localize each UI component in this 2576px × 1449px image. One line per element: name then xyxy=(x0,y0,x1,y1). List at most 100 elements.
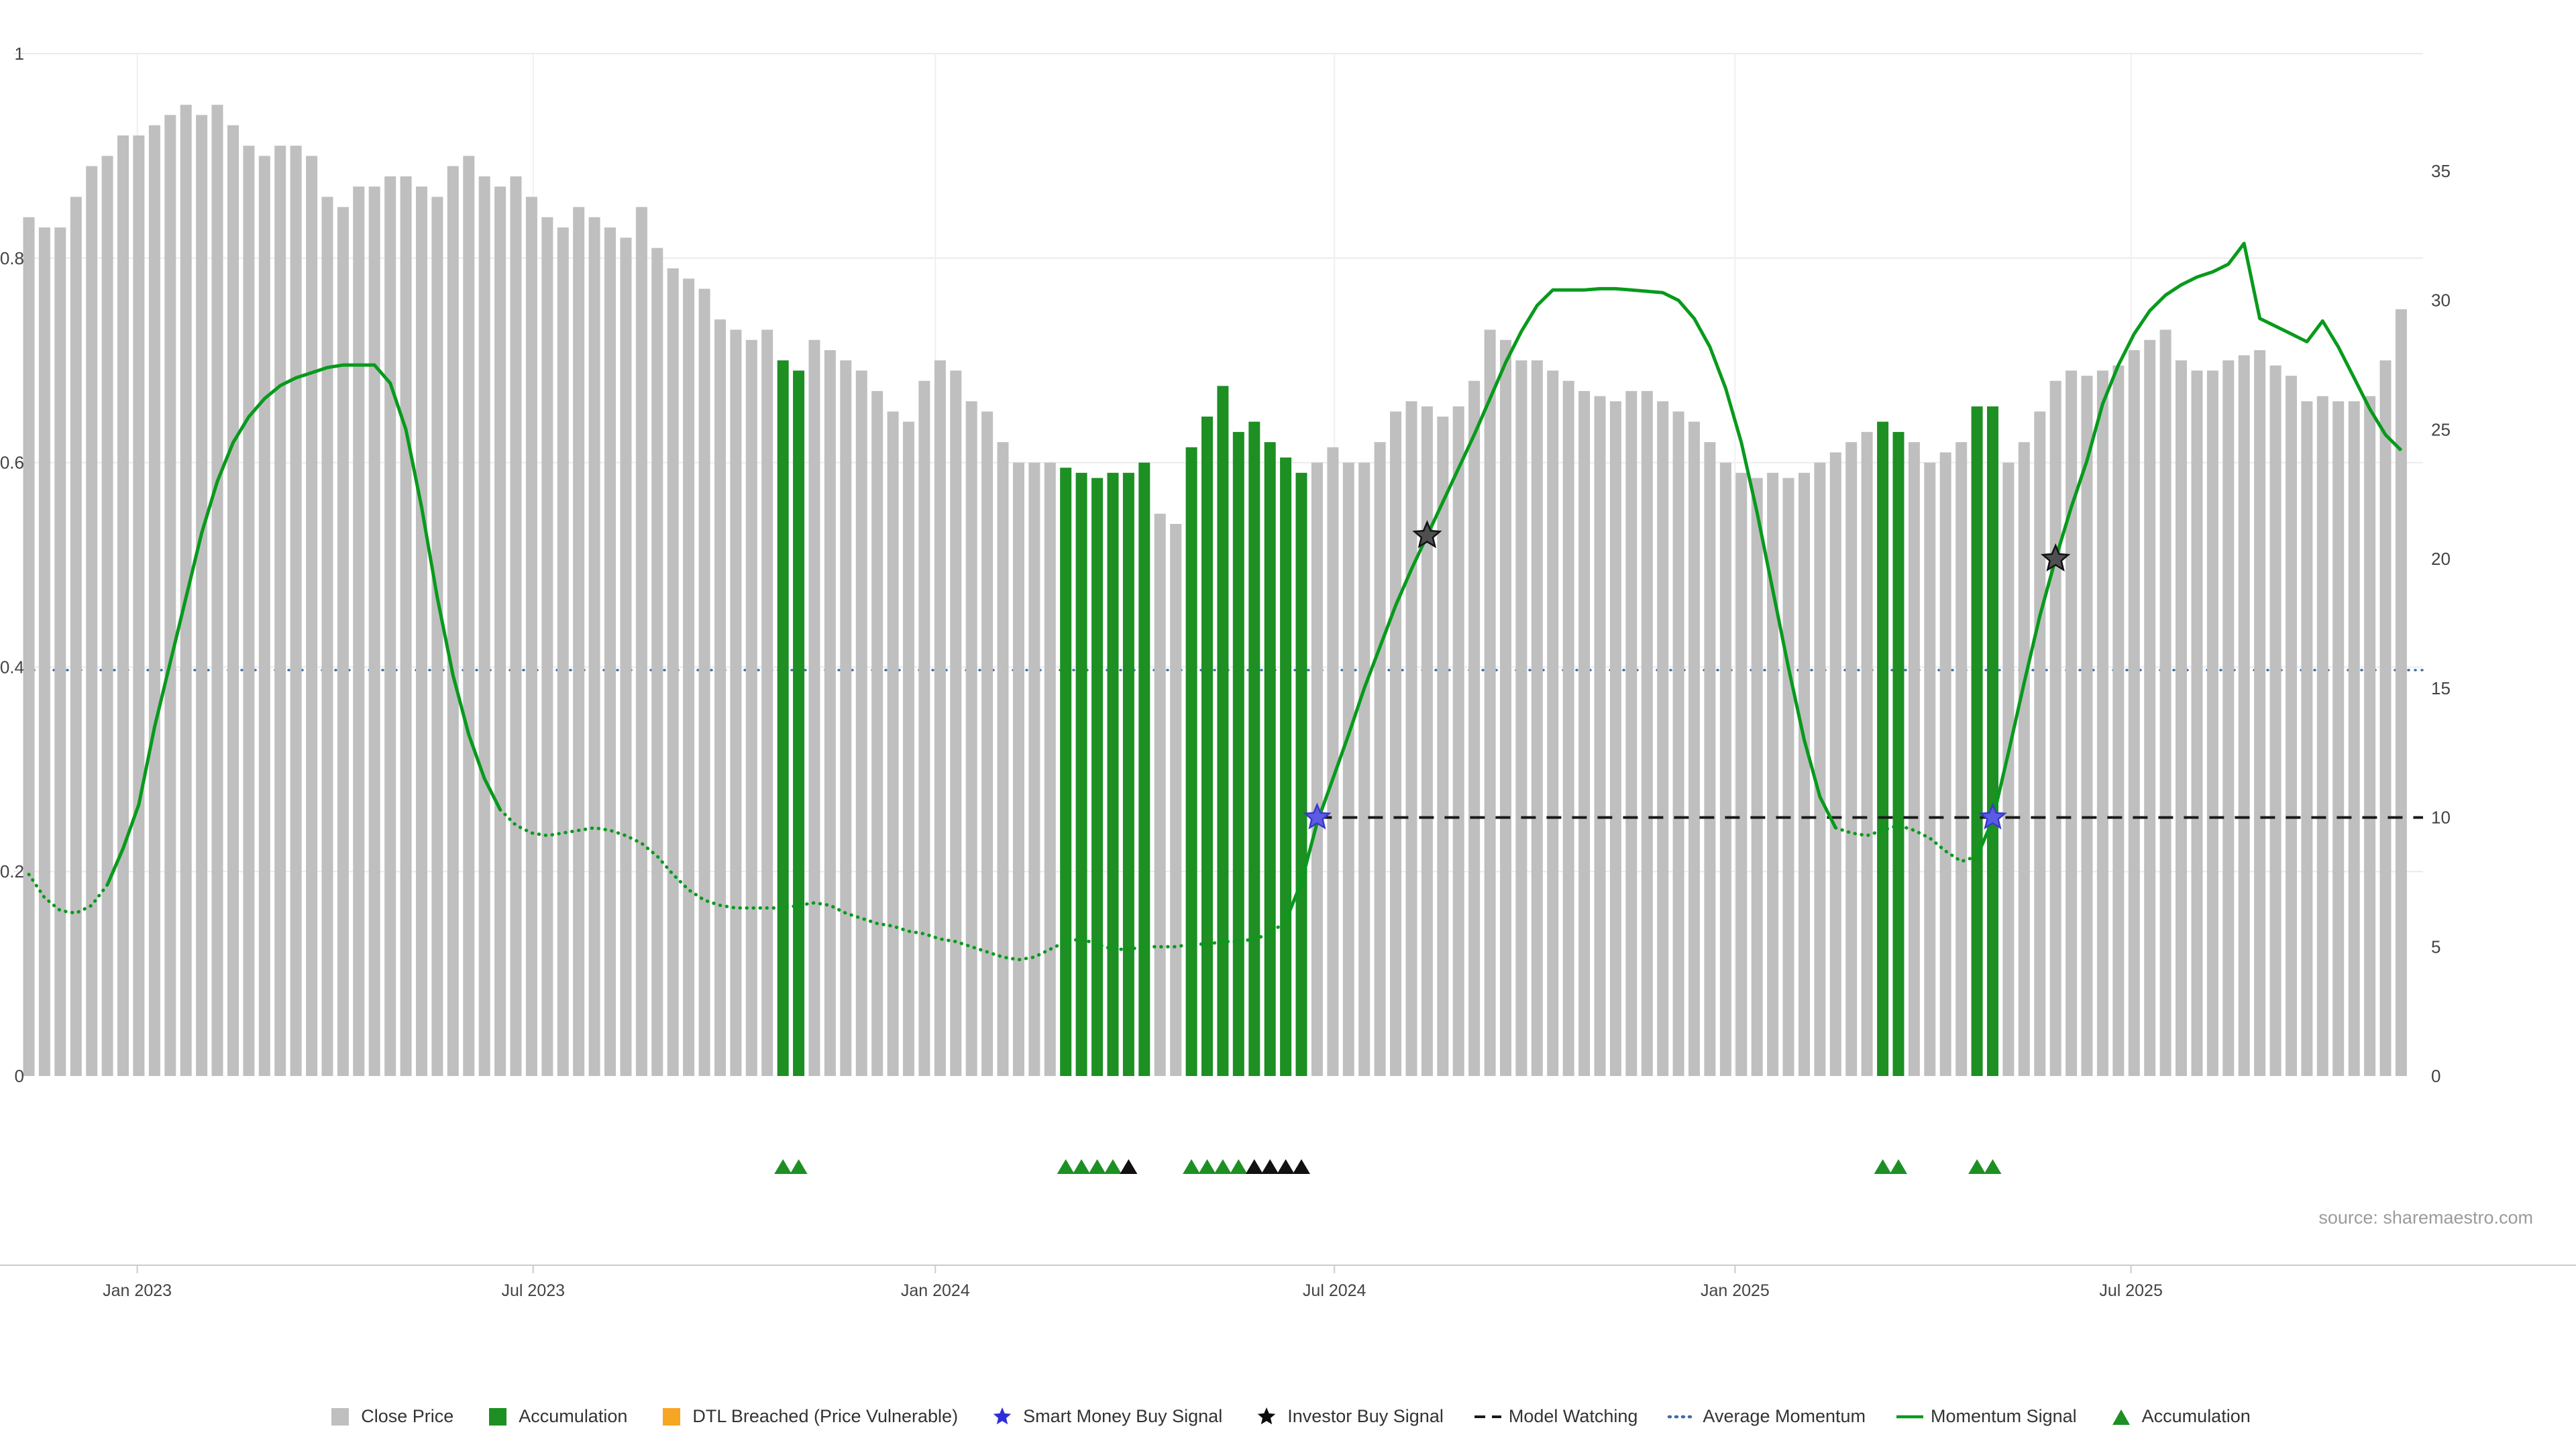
price-bar xyxy=(2049,380,2061,1077)
price-bar xyxy=(651,248,663,1077)
accumulation-bar xyxy=(1280,458,1292,1076)
price-bar xyxy=(1028,462,1040,1076)
price-bar xyxy=(1735,472,1748,1076)
legend-item-accumulation[interactable]: Accumulation xyxy=(2106,1406,2251,1427)
investor-buy-star-icon xyxy=(1412,520,1442,549)
price-bar xyxy=(510,176,522,1076)
price-bar xyxy=(1829,452,1841,1076)
x-axis-tick-label: Jan 2024 xyxy=(901,1281,970,1300)
price-bar xyxy=(400,176,412,1076)
price-bar xyxy=(855,370,867,1076)
legend-item-average-momentum[interactable]: Average Momentum xyxy=(1667,1406,1866,1427)
price-bar xyxy=(1719,462,1731,1076)
price-bar xyxy=(1452,406,1464,1076)
price-bar xyxy=(2379,360,2392,1077)
x-axis-tick-label: Jul 2024 xyxy=(1303,1281,1366,1300)
price-bar xyxy=(2065,370,2078,1076)
legend-item-accumulation[interactable]: Accumulation xyxy=(483,1406,627,1427)
price-bar xyxy=(1044,462,1056,1076)
price-bar xyxy=(478,176,490,1076)
accumulation-triangle-icon xyxy=(1293,1159,1310,1174)
price-bar xyxy=(2238,355,2250,1076)
momentum-line xyxy=(27,241,2403,962)
price-bar xyxy=(2191,370,2203,1076)
accumulation-swatch xyxy=(489,1407,507,1426)
legend-item-close-price[interactable]: Close Price xyxy=(325,1406,453,1427)
price-bar xyxy=(1609,401,1621,1076)
price-bar xyxy=(1704,442,1716,1076)
accumulation-triangle-icon xyxy=(790,1159,808,1174)
price-bar xyxy=(1421,406,1433,1076)
price-bar xyxy=(180,105,192,1077)
price-bar xyxy=(1767,472,1779,1076)
accumulation-triangle-icon xyxy=(1984,1159,2002,1174)
model-watching-dash-icon xyxy=(1474,1415,1501,1418)
price-bar xyxy=(1437,417,1449,1076)
chart-legend: Close Price Accumulation DTL Breached (Pri… xyxy=(0,1406,2576,1427)
price-bar xyxy=(2096,370,2108,1076)
legend-item-investor-buy-signal[interactable]: Investor Buy Signal xyxy=(1252,1406,1444,1427)
y-right-tick-label: 10 xyxy=(2431,808,2451,828)
price-bar xyxy=(431,197,443,1076)
price-bar xyxy=(38,227,50,1077)
accumulation-triangle-icon xyxy=(1214,1159,1232,1174)
price-bar xyxy=(2081,376,2093,1076)
accumulation-triangle-icon xyxy=(1245,1159,1263,1174)
price-bar xyxy=(745,339,757,1077)
legend-item-dtl-breached-price-vulnerable[interactable]: DTL Breached (Price Vulnerable) xyxy=(657,1406,958,1427)
price-bar xyxy=(164,115,176,1076)
legend-item-smart-money-buy-signal[interactable]: Smart Money Buy Signal xyxy=(987,1406,1222,1427)
y-right-tick-label: 35 xyxy=(2431,161,2451,181)
accumulation-bar xyxy=(1201,417,1213,1076)
price-bar xyxy=(2144,339,2156,1077)
legend-item-model-watching[interactable]: Model Watching xyxy=(1473,1406,1638,1427)
price-bar xyxy=(604,227,616,1077)
price-bar xyxy=(70,197,82,1076)
price-bar xyxy=(148,125,160,1077)
price-bar xyxy=(2159,329,2171,1076)
accumulation-triangle-icon xyxy=(1120,1159,1138,1174)
legend-label: Smart Money Buy Signal xyxy=(1023,1406,1223,1426)
y-left-tick-label: 0.2 xyxy=(0,861,24,881)
price-bar xyxy=(1500,339,1511,1077)
price-bar xyxy=(494,186,506,1077)
price-bar xyxy=(243,146,255,1077)
momentum-line-dotted-segment xyxy=(27,808,1979,962)
accumulation-bar xyxy=(1295,472,1307,1076)
price-bar xyxy=(353,186,365,1077)
accumulation-triangle-icon xyxy=(1073,1159,1091,1174)
price-bar xyxy=(117,135,129,1076)
x-axis-tick-label: Jul 2023 xyxy=(502,1281,566,1300)
price-bar xyxy=(557,227,569,1077)
price-bar xyxy=(1861,431,1873,1076)
price-bar xyxy=(761,329,773,1076)
price-bar xyxy=(871,390,883,1076)
price-bar xyxy=(2034,411,2046,1076)
average-momentum-dots-icon xyxy=(1668,1415,1697,1418)
price-bar xyxy=(2332,401,2345,1076)
close-price-swatch xyxy=(331,1407,350,1426)
price-bar xyxy=(2301,401,2313,1076)
x-axis-tick-label: Jul 2025 xyxy=(2099,1281,2163,1300)
price-bar xyxy=(541,217,553,1076)
legend-item-momentum-signal[interactable]: Momentum Signal xyxy=(1895,1406,2077,1427)
price-bar xyxy=(1484,329,1496,1076)
price-bar xyxy=(2254,350,2266,1076)
price-bar xyxy=(54,227,66,1077)
y-left-tick-label: 0.4 xyxy=(0,657,24,677)
accumulation-triangle-icon xyxy=(774,1159,792,1174)
price-bar xyxy=(1374,442,1386,1076)
accumulation-bar xyxy=(1060,468,1072,1076)
price-bar xyxy=(321,197,333,1076)
price-bar xyxy=(1468,380,1481,1077)
accumulation-bar xyxy=(1107,472,1119,1076)
price-bar xyxy=(2002,462,2015,1076)
price-bar xyxy=(1342,462,1354,1076)
price-bar xyxy=(620,237,632,1076)
price-bar xyxy=(1924,462,1936,1076)
price-bar xyxy=(525,197,537,1076)
price-bar xyxy=(274,146,286,1077)
price-bar xyxy=(1955,442,1968,1076)
accumulation-markers xyxy=(774,1159,2002,1174)
